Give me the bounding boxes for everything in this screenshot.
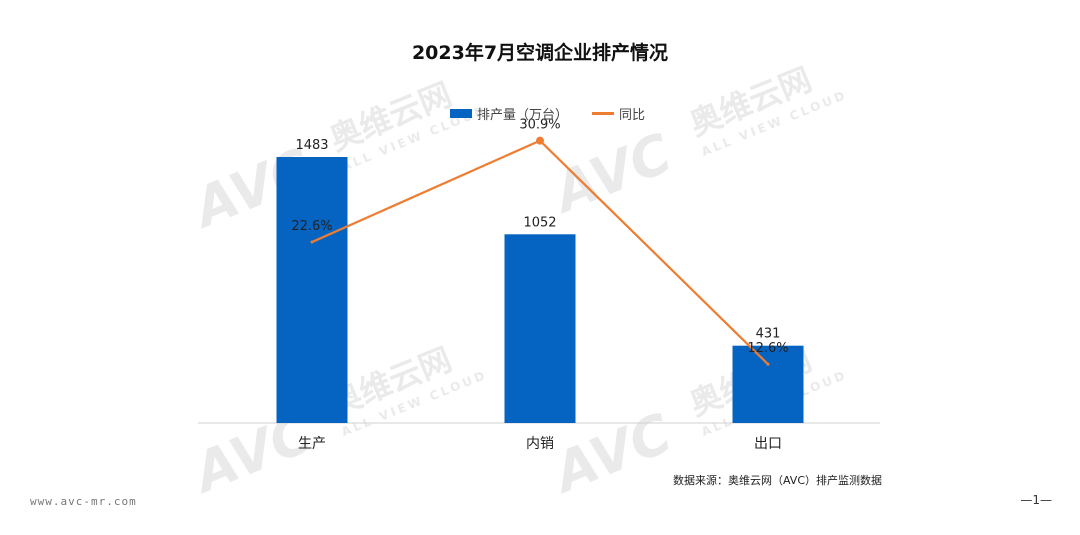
line-value-label: 30.9% [519,118,560,133]
legend-swatch-line [592,111,615,115]
line-series [310,136,770,366]
bar [732,345,804,423]
bar-value-label: 1483 [295,138,328,153]
data-labels: 1483 1052 431 22.6% 30.9% 12.6% [291,118,788,357]
legend: 排产量（万台） 同比 [450,103,669,123]
bar-series [276,157,804,423]
legend-item-line: 同比 [592,104,645,123]
x-tick-label: 出口 [754,436,782,452]
legend-label-bar: 排产量（万台） [477,107,569,123]
x-tick-label: 内销 [526,436,554,452]
line-point [766,362,770,366]
page-number: —1— [1020,493,1052,507]
line-value-label: 22.6% [291,219,332,234]
footer-url: www.avc-mr.com [30,495,137,508]
line-point [310,240,314,244]
legend-swatch-bar [450,108,472,118]
bar-value-label: 1052 [523,215,556,230]
x-tick-label: 生产 [298,436,326,452]
bar [276,157,348,423]
x-tick-labels: 生产 内销 出口 [298,436,782,452]
bar [504,234,576,423]
line-point [536,136,544,145]
data-source-note: 数据来源：奥维云网（AVC）排产监测数据 [672,474,882,487]
line-value-label: 12.6% [747,341,788,356]
legend-item-bar: 排产量（万台） [450,104,568,123]
bar-value-label: 431 [756,327,781,342]
chart-title: 2023年7月空调企业排产情况 [411,42,669,64]
legend-label-line: 同比 [619,107,646,123]
